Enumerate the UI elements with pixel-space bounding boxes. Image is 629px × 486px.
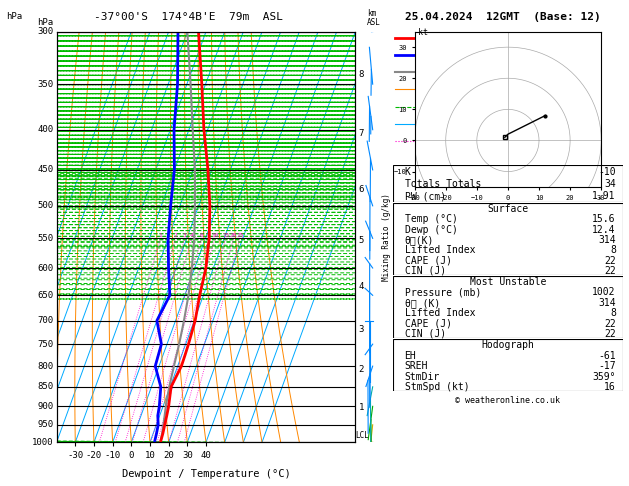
Text: 22: 22 (604, 256, 616, 265)
Text: 359°: 359° (593, 372, 616, 382)
Text: 8: 8 (610, 245, 616, 255)
Text: 650: 650 (38, 291, 53, 300)
Text: 22: 22 (604, 329, 616, 339)
Text: Dry Adiabat: Dry Adiabat (435, 85, 489, 94)
Text: 34: 34 (604, 179, 616, 189)
Text: kt: kt (418, 28, 428, 37)
Text: Lifted Index: Lifted Index (404, 308, 475, 318)
Text: Pressure (mb): Pressure (mb) (404, 288, 481, 297)
Text: Totals Totals: Totals Totals (404, 179, 481, 189)
Text: 550: 550 (38, 234, 53, 243)
Text: 1000: 1000 (32, 438, 53, 447)
Text: 300: 300 (38, 27, 53, 36)
Text: 8: 8 (207, 233, 211, 238)
Text: 314: 314 (598, 298, 616, 308)
Text: Hodograph: Hodograph (481, 340, 535, 350)
Text: 314: 314 (598, 235, 616, 245)
Text: 1: 1 (359, 403, 364, 412)
Text: hPa: hPa (37, 18, 53, 28)
Text: CIN (J): CIN (J) (404, 329, 446, 339)
Text: 25: 25 (237, 233, 243, 238)
Text: Dewpoint / Temperature (°C): Dewpoint / Temperature (°C) (121, 469, 291, 479)
Text: θᴁ (K): θᴁ (K) (404, 298, 440, 308)
Text: © weatheronline.co.uk: © weatheronline.co.uk (455, 396, 560, 405)
Text: 950: 950 (38, 420, 53, 429)
Text: 2: 2 (174, 233, 177, 238)
Text: 900: 900 (38, 402, 53, 411)
Text: 450: 450 (38, 165, 53, 174)
Text: 4: 4 (190, 233, 194, 238)
Text: 8: 8 (359, 70, 364, 79)
Text: 3: 3 (359, 325, 364, 334)
Text: 8: 8 (610, 308, 616, 318)
Text: 10: 10 (211, 233, 218, 238)
Text: 400: 400 (38, 125, 53, 134)
Text: 22: 22 (604, 319, 616, 329)
Text: 5: 5 (359, 236, 364, 244)
Text: -37°00'S  174°4B'E  79m  ASL: -37°00'S 174°4B'E 79m ASL (94, 12, 283, 22)
Text: 6: 6 (359, 185, 364, 194)
Text: 22: 22 (604, 266, 616, 276)
Text: Most Unstable: Most Unstable (470, 277, 546, 287)
Text: PW (cm): PW (cm) (404, 191, 446, 201)
Text: StmSpd (kt): StmSpd (kt) (404, 382, 469, 392)
Text: 4: 4 (359, 282, 364, 291)
Text: EH: EH (404, 351, 416, 361)
Text: 1002: 1002 (593, 288, 616, 297)
Text: SREH: SREH (404, 361, 428, 371)
Text: CAPE (J): CAPE (J) (404, 256, 452, 265)
Text: Parcel Trajectory: Parcel Trajectory (435, 68, 520, 77)
Text: 6: 6 (200, 233, 204, 238)
Text: Wet Adiabat: Wet Adiabat (435, 102, 489, 111)
Text: 2: 2 (359, 365, 364, 374)
Text: 350: 350 (38, 80, 53, 88)
Text: 750: 750 (38, 340, 53, 348)
Text: CIN (J): CIN (J) (404, 266, 446, 276)
Text: 16: 16 (604, 382, 616, 392)
Text: 600: 600 (38, 263, 53, 273)
Text: Dewpoint: Dewpoint (435, 51, 474, 59)
Text: 12.4: 12.4 (593, 225, 616, 235)
Text: LCL: LCL (355, 431, 369, 440)
Text: -61: -61 (598, 351, 616, 361)
Text: Isotherm: Isotherm (435, 120, 474, 128)
Text: Temperature: Temperature (435, 33, 489, 42)
Text: 700: 700 (38, 316, 53, 325)
Text: -17: -17 (598, 361, 616, 371)
Text: 3: 3 (183, 233, 187, 238)
Text: θᴁ(K): θᴁ(K) (404, 235, 434, 245)
Text: 850: 850 (38, 382, 53, 391)
Text: K: K (404, 167, 411, 177)
Text: 500: 500 (38, 201, 53, 210)
Text: 1: 1 (159, 233, 162, 238)
Text: Mixing Ratio (g/kg): Mixing Ratio (g/kg) (382, 193, 391, 281)
Text: km
ASL: km ASL (367, 9, 381, 28)
Text: CAPE (J): CAPE (J) (404, 319, 452, 329)
Text: Temp (°C): Temp (°C) (404, 214, 457, 225)
Text: 7: 7 (359, 129, 364, 138)
Text: Surface: Surface (487, 204, 528, 214)
Text: 15.6: 15.6 (593, 214, 616, 225)
Text: StmDir: StmDir (404, 372, 440, 382)
Text: 800: 800 (38, 362, 53, 371)
Text: 20: 20 (230, 233, 237, 238)
Text: 25.04.2024  12GMT  (Base: 12): 25.04.2024 12GMT (Base: 12) (405, 12, 601, 22)
Text: Lifted Index: Lifted Index (404, 245, 475, 255)
Text: Dewp (°C): Dewp (°C) (404, 225, 457, 235)
Text: 1.91: 1.91 (593, 191, 616, 201)
Text: Mixing Ratio: Mixing Ratio (435, 137, 494, 146)
Text: hPa: hPa (6, 12, 23, 21)
Text: -10: -10 (598, 167, 616, 177)
Text: 15: 15 (222, 233, 230, 238)
